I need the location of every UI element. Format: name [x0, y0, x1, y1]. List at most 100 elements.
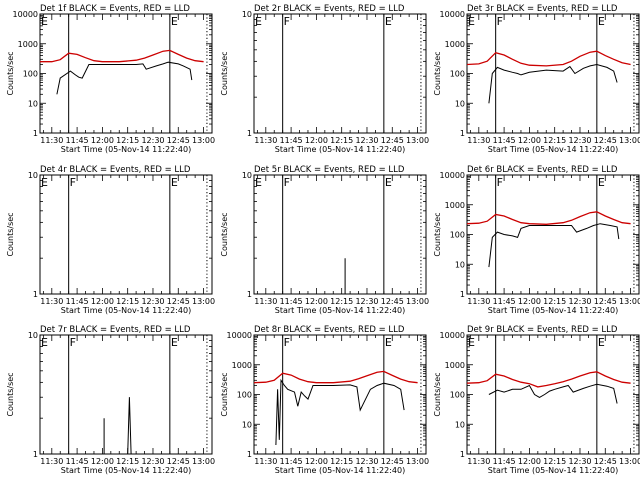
flag-label: E	[598, 176, 605, 189]
flag-label: E	[598, 15, 605, 28]
x-tick-label: 12:45	[167, 457, 190, 466]
y-tick-label: 100	[23, 70, 38, 79]
x-tick-label: 12:00	[305, 297, 328, 306]
y-tick-label: 1	[460, 450, 465, 459]
flag-label: E	[41, 176, 48, 189]
y-axis-label: Counts/sec	[433, 51, 442, 95]
flag-label: E	[468, 336, 475, 349]
y-axis-label: Counts/sec	[433, 372, 442, 416]
flag-label: E	[598, 336, 605, 349]
panel-title: Det 5r BLACK = Events, RED = LLD	[254, 165, 405, 175]
x-tick-label: 12:00	[518, 457, 541, 466]
x-tick-label: 11:30	[467, 457, 490, 466]
plot-frame	[466, 174, 640, 295]
y-axis-label: Counts/sec	[6, 372, 15, 416]
plot-frame	[466, 334, 640, 455]
y-tick-label: 1000	[445, 201, 465, 210]
x-tick-label: 12:15	[330, 297, 353, 306]
x-tick-label: 11:30	[254, 457, 277, 466]
y-tick-label: 10000	[227, 331, 252, 340]
x-tick-label: 13:00	[192, 297, 215, 306]
y-axis-label: Counts/sec	[220, 372, 229, 416]
series-lld-line	[40, 49, 204, 63]
y-tick-label: 1	[460, 290, 465, 299]
flag-label: F	[284, 176, 290, 189]
panel-det-1: Det 1f BLACK = Events, RED = LLD 1 10 100 10…	[6, 4, 215, 154]
x-tick-label: 11:30	[254, 297, 277, 306]
flag-label: F	[70, 336, 76, 349]
x-tick-label: 12:45	[594, 297, 617, 306]
x-tick-label: 13:00	[406, 136, 429, 145]
y-axis-label: Counts/sec	[6, 51, 15, 95]
x-tick-label: 12:30	[141, 297, 164, 306]
series-events-line	[488, 383, 618, 404]
x-tick-label: 12:00	[518, 297, 541, 306]
x-tick-label: 12:15	[330, 457, 353, 466]
x-tick-label: 12:45	[381, 297, 404, 306]
series-lld-line	[466, 50, 631, 67]
y-tick-label: 10	[455, 260, 465, 269]
x-tick-label: 12:30	[141, 457, 164, 466]
x-tick-label: 13:00	[192, 457, 215, 466]
y-tick-label: 10	[242, 420, 252, 429]
y-tick-label: 10	[242, 171, 252, 180]
x-tick-label: 12:30	[141, 136, 164, 145]
flag-label: F	[284, 15, 290, 28]
x-axis-label: Start Time (05-Nov-14 11:22:40)	[275, 466, 405, 475]
x-tick-label: 11:45	[280, 457, 303, 466]
x-tick-label: 12:15	[116, 297, 139, 306]
x-tick-label: 11:45	[66, 297, 89, 306]
x-axis-label: Start Time (05-Nov-14 11:22:40)	[61, 306, 191, 315]
x-tick-label: 12:30	[355, 297, 378, 306]
y-tick-label: 10	[28, 171, 38, 180]
x-tick-label: 12:45	[167, 297, 190, 306]
y-tick-label: 10	[455, 420, 465, 429]
y-tick-label: 1000	[445, 361, 465, 370]
y-tick-label: 1000	[18, 40, 38, 49]
y-tick-label: 1	[33, 450, 38, 459]
x-tick-label: 11:45	[280, 297, 303, 306]
plot-frame	[253, 13, 427, 134]
x-tick-label: 12:15	[543, 136, 566, 145]
series-lld-line	[253, 370, 418, 384]
y-tick-label: 100	[237, 391, 252, 400]
y-tick-label: 10000	[440, 331, 465, 340]
x-tick-label: 11:45	[66, 457, 89, 466]
x-tick-label: 11:45	[280, 136, 303, 145]
x-tick-label: 12:30	[568, 297, 591, 306]
x-tick-label: 12:00	[305, 457, 328, 466]
x-tick-label: 11:30	[254, 136, 277, 145]
x-tick-label: 11:30	[467, 136, 490, 145]
y-tick-label: 100	[450, 391, 465, 400]
y-tick-label: 1000	[445, 40, 465, 49]
panel-title: Det 3r BLACK = Events, RED = LLD	[467, 4, 618, 14]
x-tick-label: 12:15	[543, 457, 566, 466]
x-tick-label: 11:30	[467, 297, 490, 306]
panel-title: Det 7r BLACK = Events, RED = LLD	[40, 325, 191, 335]
panel-det-8: Det 8r BLACK = Events, RED = LLD 1 10 100 10…	[220, 325, 429, 475]
y-tick-label: 1	[33, 290, 38, 299]
x-tick-label: 12:15	[116, 136, 139, 145]
x-tick-label: 12:45	[594, 136, 617, 145]
y-tick-label: 1	[460, 129, 465, 138]
plot-frame	[39, 334, 213, 455]
x-tick-label: 12:00	[91, 297, 114, 306]
x-tick-label: 11:45	[493, 297, 516, 306]
x-tick-label: 12:30	[355, 136, 378, 145]
x-tick-label: 13:00	[192, 136, 215, 145]
y-tick-label: 10	[28, 331, 38, 340]
x-tick-label: 12:00	[305, 136, 328, 145]
flag-label: E	[41, 336, 48, 349]
flag-label: E	[255, 176, 262, 189]
series-events-line	[56, 61, 193, 95]
series-events-line	[275, 378, 405, 446]
plot-frame	[39, 13, 213, 134]
y-tick-label: 1	[33, 129, 38, 138]
y-tick-label: 1	[247, 450, 252, 459]
y-tick-label: 1	[247, 129, 252, 138]
panel-title: Det 1f BLACK = Events, RED = LLD	[40, 4, 190, 14]
x-tick-label: 12:45	[167, 136, 190, 145]
x-tick-label: 11:30	[40, 457, 63, 466]
y-tick-label: 10	[28, 99, 38, 108]
